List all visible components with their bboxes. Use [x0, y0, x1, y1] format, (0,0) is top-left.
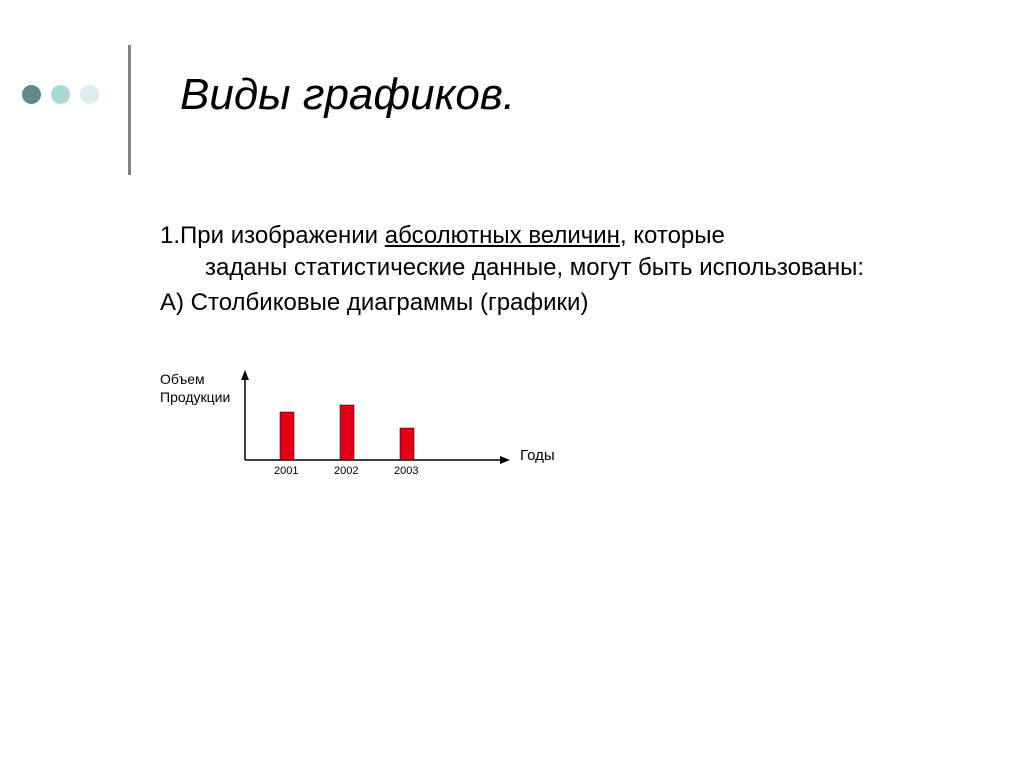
x-tick-2003: 2003 [394, 465, 418, 477]
slide-body: 1.При изображении абсолютных величин, ко… [160, 220, 880, 319]
vertical-divider [128, 45, 131, 175]
chart-y-axis-label: Объем Продукции [160, 370, 230, 406]
line1-suffix: , которые [620, 222, 725, 249]
x-tick-2001: 2001 [274, 465, 298, 477]
body-line-1: 1.При изображении абсолютных величин, ко… [160, 220, 880, 252]
x-tick-2002: 2002 [334, 465, 358, 477]
dot-2 [51, 85, 70, 104]
dot-1 [22, 85, 41, 104]
y-label-line1: Объем [160, 370, 230, 388]
slide: Виды графиков. 1.При изображении абсолют… [0, 0, 1024, 767]
line1-prefix: 1.При изображении [160, 222, 385, 249]
dot-3 [80, 85, 99, 104]
decoration-dots [22, 85, 99, 104]
slide-title: Виды графиков. [180, 70, 515, 120]
bar-chart: Объем Продукции Годы 2001 2002 2003 [160, 370, 680, 510]
body-line-2: заданы статистические данные, могут быть… [205, 252, 880, 284]
chart-x-axis-label: Годы [520, 447, 555, 464]
y-label-line2: Продукции [160, 388, 230, 406]
body-line-3: А) Столбиковые диаграммы (графики) [160, 287, 880, 319]
line1-underlined: абсолютных величин [385, 222, 620, 249]
